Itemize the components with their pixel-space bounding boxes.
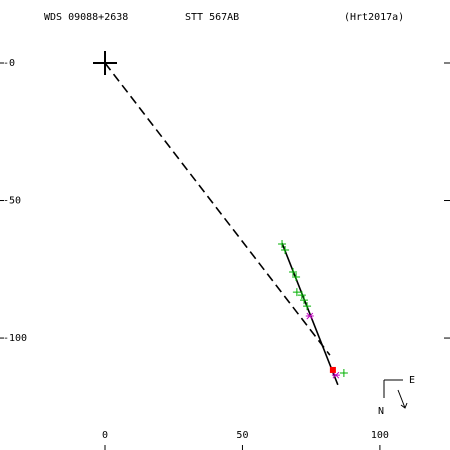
header-wds: WDS 09088+2638	[44, 12, 128, 23]
observation	[331, 371, 340, 379]
observation	[297, 291, 306, 300]
header-ref: (Hrt2017a)	[344, 12, 404, 23]
y-tick-label: -0	[3, 58, 15, 69]
y-tick-label: -50	[3, 196, 21, 207]
observation	[292, 288, 301, 297]
primary-star	[93, 50, 118, 75]
observation	[278, 239, 287, 248]
compass: E N	[378, 375, 415, 417]
observation	[281, 246, 290, 255]
y-tick-label: -100	[3, 333, 27, 344]
compass-arrow	[397, 389, 408, 409]
x-tick-label: 50	[236, 430, 248, 441]
observation	[305, 312, 314, 320]
header-pair: STT 567AB	[185, 12, 239, 23]
observation	[339, 368, 348, 377]
orbit-line	[281, 242, 339, 386]
observation	[303, 302, 312, 311]
x-tick-label: 100	[371, 430, 389, 441]
observation	[289, 268, 298, 277]
compass-e: E	[409, 375, 415, 386]
observation	[292, 272, 301, 281]
observation	[300, 296, 309, 305]
compass-n: N	[378, 406, 384, 417]
observation	[329, 366, 336, 373]
x-tick-label: 0	[102, 430, 108, 441]
projection-line	[104, 62, 331, 356]
